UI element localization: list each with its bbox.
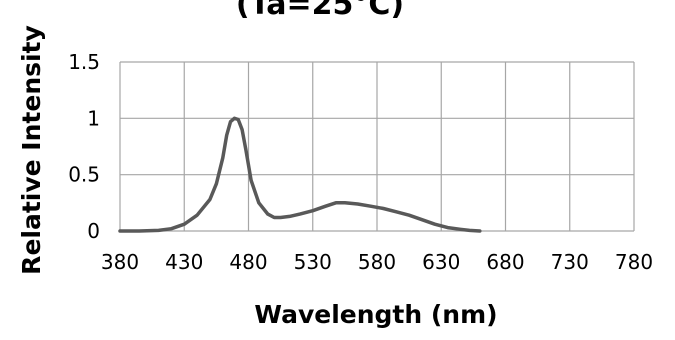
x-tick-label: 430 [165,250,203,274]
x-tick-label: 630 [422,250,460,274]
y-tick-label: 1 [87,106,100,130]
tick-layer: 380 430 480 530 580 630 680 730 780 0 0.5 1 1.5 [68,50,653,274]
y-tick-label: 0.5 [68,163,100,187]
x-tick-label: 780 [615,250,653,274]
y-axis-title: Relative Intensity [17,25,46,275]
x-tick-label: 380 [101,250,139,274]
grid-layer [119,61,635,232]
series-layer [118,116,482,233]
x-axis-title: Wavelength (nm) [254,300,497,329]
x-tick-label: 730 [551,250,589,274]
y-tick-label: 0 [87,219,100,243]
x-tick-label: 580 [358,250,396,274]
y-tick-label: 1.5 [68,50,100,74]
series-line [118,116,482,233]
x-tick-label: 680 [486,250,524,274]
chart-title: (Ta=25°C) [236,0,404,22]
x-tick-label: 530 [294,250,332,274]
x-tick-label: 480 [229,250,267,274]
